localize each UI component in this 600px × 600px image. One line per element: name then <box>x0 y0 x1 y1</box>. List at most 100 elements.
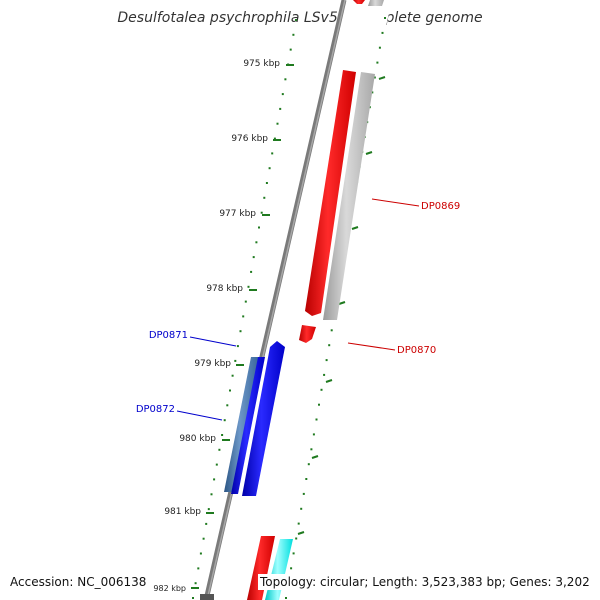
gene-DP0870-arrow <box>299 325 316 343</box>
minor-tick <box>271 152 274 155</box>
minor-tick <box>268 167 271 170</box>
leader-DP0872 <box>176 410 223 421</box>
genes-value: 3,202 <box>555 575 590 589</box>
leader-DP0871 <box>189 336 237 347</box>
genome-backbone-highlight <box>206 0 346 600</box>
gene-DP0871-bar <box>242 341 285 496</box>
tick-label: 979 kbp <box>194 359 231 369</box>
minor-tick <box>312 433 315 436</box>
tick-label: 977 kbp <box>219 209 256 219</box>
minor-tick <box>273 137 276 140</box>
minor-tick <box>260 211 263 214</box>
minor-tick <box>202 537 205 540</box>
footer-summary: Topology: circular; Length: 3,523,383 bp… <box>258 574 592 590</box>
minor-tick <box>247 285 250 288</box>
gene-bottom-left-dark <box>200 594 214 600</box>
gene-label-DP0869[interactable]: DP0869 <box>421 201 460 212</box>
minor-tick <box>265 182 268 184</box>
tick-label: 978 kbp <box>206 284 243 294</box>
major-ticks: 975 kbp 976 kbp 977 kbp 978 kbp 979 kbp … <box>153 59 294 593</box>
minor-tick <box>276 122 279 125</box>
minor-tick <box>323 373 326 376</box>
minor-tick <box>236 345 239 348</box>
minor-tick <box>250 270 253 273</box>
tick-label: 980 kbp <box>179 434 216 444</box>
minor-tick <box>381 31 384 34</box>
minor-tick <box>295 537 298 540</box>
topology-value: circular <box>319 575 365 589</box>
gene-DP0872-blue <box>231 357 265 494</box>
gene-bottom-red <box>247 536 275 600</box>
gene-DP0870-bar <box>305 70 356 316</box>
minor-tick <box>320 388 323 391</box>
minor-tick <box>255 241 258 244</box>
gene-arrow-top-red <box>353 0 365 4</box>
minor-tick <box>263 196 266 199</box>
minor-tick <box>292 552 295 555</box>
minor-tick <box>285 597 287 599</box>
minor-tick <box>234 359 237 362</box>
minor-tick <box>223 419 226 422</box>
gene-label-DP0870[interactable]: DP0870 <box>397 345 436 356</box>
genes-label: Genes: <box>509 575 552 589</box>
minor-tick <box>218 448 221 451</box>
minor-tick <box>328 344 331 347</box>
minor-ticks-left <box>192 19 297 599</box>
minor-tick <box>310 448 313 451</box>
minor-tick <box>292 33 295 36</box>
minor-tick <box>221 434 224 436</box>
minor-tick <box>318 403 320 406</box>
gene-label-DP0871[interactable]: DP0871 <box>149 330 188 341</box>
minor-tick <box>207 508 210 511</box>
major-ticks-right <box>297 76 386 535</box>
major-tick-right <box>311 455 319 459</box>
major-tick-right <box>351 226 359 230</box>
tick-label: 975 kbp <box>243 59 280 69</box>
major-tick-right <box>338 301 346 305</box>
accession-value: NC_006138 <box>77 575 147 589</box>
minor-tick <box>242 315 245 318</box>
minor-tick <box>295 19 297 21</box>
minor-tick <box>300 507 303 510</box>
minor-tick <box>281 93 284 96</box>
minor-tick <box>213 478 216 481</box>
minor-tick <box>279 107 282 110</box>
minor-tick <box>305 478 308 480</box>
minor-tick <box>192 597 194 599</box>
minor-tick <box>205 522 208 525</box>
minor-tick <box>252 256 255 259</box>
tick-label: 981 kbp <box>164 507 201 517</box>
genome-backbone <box>203 0 347 600</box>
minor-tick <box>297 522 300 525</box>
length-label: Length: <box>372 575 418 589</box>
minor-tick <box>373 76 376 79</box>
minor-tick <box>289 48 292 51</box>
minor-tick <box>315 418 318 421</box>
gene-label-DP0872[interactable]: DP0872 <box>136 404 175 415</box>
minor-tick <box>244 300 247 303</box>
minor-tick <box>215 463 218 466</box>
minor-tick <box>378 46 381 49</box>
minor-tick <box>290 567 293 570</box>
leader-DP0869 <box>371 198 420 207</box>
length-value: 3,523,383 bp <box>421 575 502 589</box>
minor-tick <box>307 463 310 466</box>
major-tick-right <box>365 151 373 155</box>
gene-bar-top-gray <box>368 0 384 6</box>
minor-tick <box>229 389 231 392</box>
genome-title: Desulfotalea psychrophila LSv54, complet… <box>117 10 483 26</box>
footer-accession: Accession: NC_006138 <box>8 574 149 590</box>
major-tick-right <box>378 76 386 80</box>
minor-tick <box>302 492 305 495</box>
minor-tick <box>194 582 197 585</box>
tick-label: 982 kbp <box>153 584 186 593</box>
accession-label: Accession: <box>10 575 74 589</box>
topology-label: Topology: <box>260 575 317 589</box>
minor-tick <box>371 91 374 94</box>
minor-tick <box>210 493 213 496</box>
minor-tick <box>330 329 333 332</box>
minor-tick <box>197 567 200 570</box>
gene-DP0872-steel <box>224 357 259 492</box>
minor-tick <box>284 78 287 81</box>
